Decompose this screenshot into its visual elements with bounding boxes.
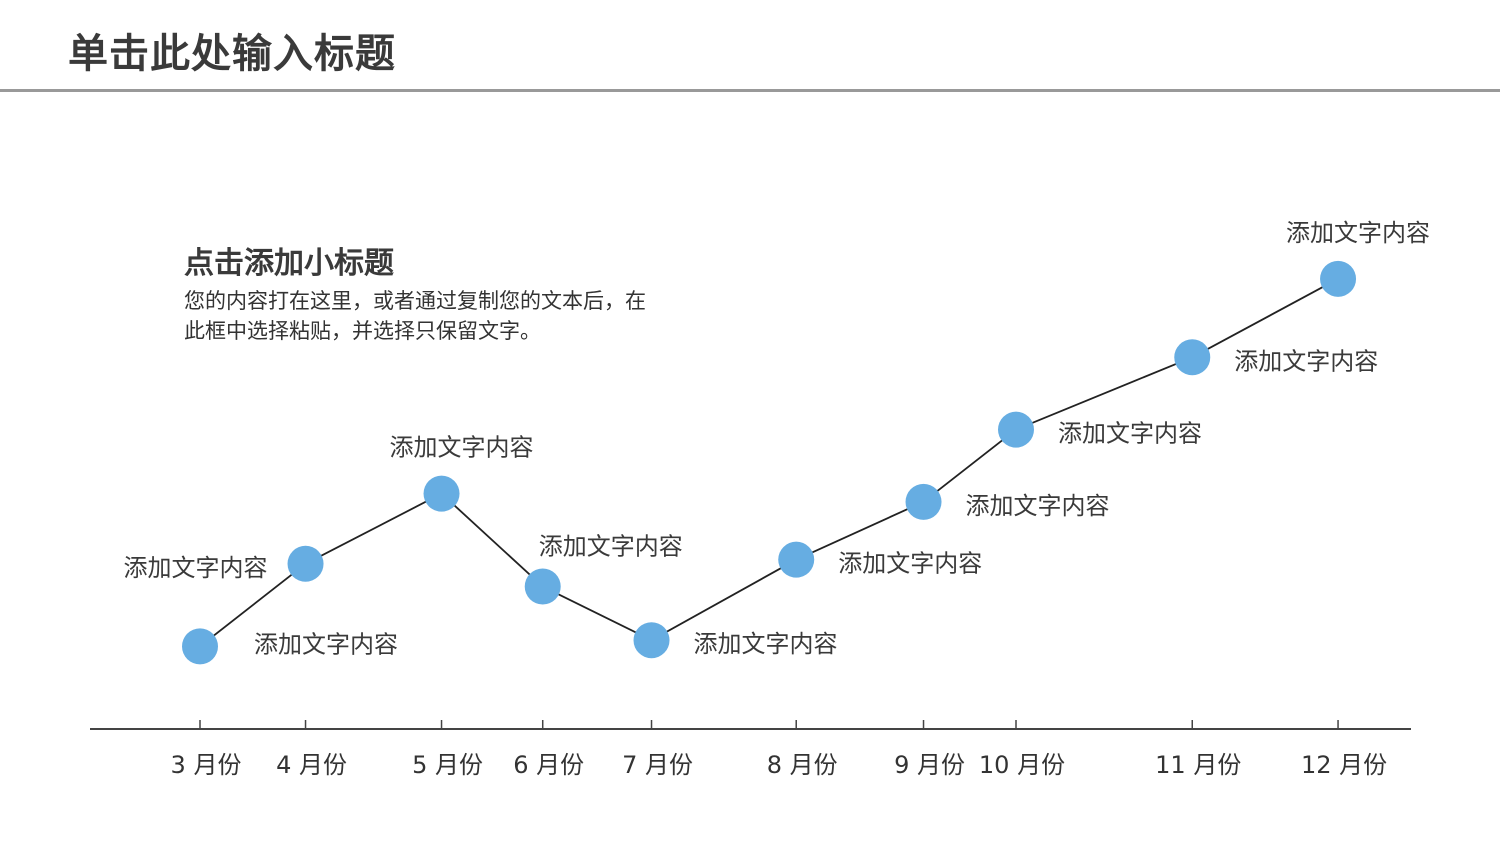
series-segment-4 [542, 585, 652, 642]
x-tick-label-1: 3 月份 [171, 751, 242, 779]
x-tick-label-8: 10 月份 [979, 751, 1065, 779]
x-tick-label-6: 8 月份 [767, 751, 838, 779]
series-segment-2 [305, 492, 442, 565]
series-segment-1 [199, 563, 307, 648]
data-label-1: 添加文字内容 [254, 630, 398, 658]
data-label-2: 添加文字内容 [124, 554, 268, 582]
x-tick-label-10: 12 月份 [1301, 751, 1387, 779]
data-label-7: 添加文字内容 [966, 492, 1110, 520]
data-label-9: 添加文字内容 [1234, 347, 1378, 375]
data-point-1 [182, 628, 218, 665]
data-point-8 [998, 411, 1034, 448]
series-segment-3 [440, 492, 544, 588]
chart-subtitle: 点击添加小标题 [184, 246, 394, 281]
data-label-3: 添加文字内容 [390, 434, 534, 462]
data-point-10 [1320, 260, 1357, 297]
data-label-6: 添加文字内容 [838, 550, 982, 578]
data-point-3 [423, 475, 460, 512]
series-segment-8 [1015, 356, 1193, 431]
data-point-4 [524, 568, 561, 605]
data-label-4: 添加文字内容 [539, 533, 683, 561]
series-segment-9 [1191, 278, 1339, 359]
x-tick-label-3: 5 月份 [412, 751, 483, 779]
x-tick-label-9: 11 月份 [1155, 751, 1241, 779]
data-point-9 [1174, 339, 1211, 376]
data-point-7 [905, 483, 942, 520]
x-tick-label-5: 7 月份 [622, 751, 693, 779]
data-point-5 [633, 622, 670, 659]
x-tick-label-7: 9 月份 [894, 751, 965, 779]
data-point-6 [778, 541, 815, 578]
intro-text-box: 点击添加小标题 您的内容打在这里，或者通过复制您的文本后，在此框中选择粘贴，并选… [184, 242, 704, 346]
data-point-2 [287, 545, 324, 582]
series-segment-7 [922, 428, 1017, 503]
intro-paragraph: 您的内容打在这里，或者通过复制您的文本后，在此框中选择粘贴，并选择只保留文字。 [184, 289, 646, 343]
page-title: 单击此处输入标题 [68, 31, 396, 77]
series-segment-6 [795, 501, 924, 561]
data-label-8: 添加文字内容 [1058, 420, 1202, 448]
data-label-5: 添加文字内容 [694, 630, 838, 658]
data-label-10: 添加文字内容 [1286, 219, 1430, 247]
title-divider [0, 89, 1500, 92]
series-segment-5 [651, 558, 797, 641]
x-tick-label-2: 4 月份 [276, 751, 347, 779]
x-tick-label-4: 6 月份 [513, 751, 584, 779]
